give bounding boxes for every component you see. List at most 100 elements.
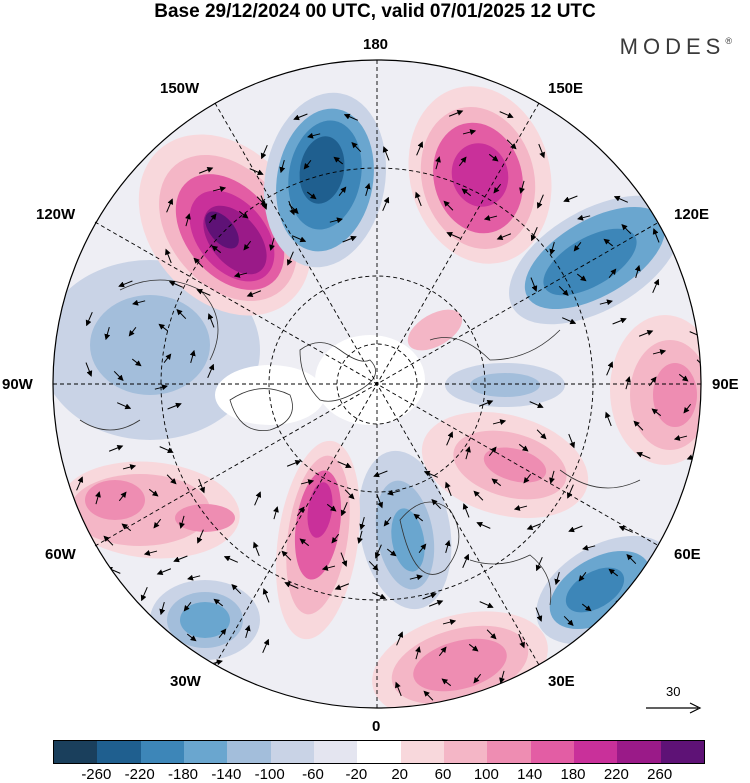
- wind-vector: [382, 146, 390, 161]
- wind-vector: [409, 574, 423, 581]
- wind-vector: [535, 556, 543, 572]
- wind-vector: [284, 581, 299, 589]
- wind-vector: [121, 523, 132, 532]
- wind-vector: [582, 544, 596, 551]
- wind-vector: [173, 555, 188, 563]
- colorbar-swatch: [617, 741, 661, 763]
- wind-vector: [222, 677, 237, 685]
- wind-vector: [357, 530, 363, 544]
- wind-vector: [648, 376, 657, 387]
- wind-vector: [299, 538, 310, 547]
- wind-vector: [223, 555, 239, 563]
- colorbar-tick-label: -260: [81, 766, 112, 783]
- wind-vector: [387, 489, 401, 496]
- wind-vector: [373, 470, 388, 478]
- wind-vector: [158, 323, 169, 332]
- colorbar-swatch: [270, 741, 314, 763]
- wind-vector: [329, 217, 343, 224]
- wind-vector: [176, 309, 187, 320]
- colorbar-swatch: [573, 741, 618, 763]
- wind-vector: [286, 460, 302, 467]
- wind-vector: [577, 214, 591, 221]
- wind-vector: [625, 376, 631, 390]
- wind-vector: [458, 156, 467, 167]
- wind-vector: [300, 479, 315, 485]
- wind-vector: [568, 433, 575, 449]
- colorbar-swatch: [54, 741, 98, 763]
- wind-vector: [526, 523, 542, 530]
- wind-vector: [140, 637, 148, 652]
- wind-vector: [423, 690, 434, 701]
- wind-vector: [652, 278, 660, 294]
- wind-vector: [334, 583, 350, 590]
- wind-vector: [396, 631, 404, 646]
- colorbar-swatch: [140, 741, 184, 763]
- graticule: [53, 60, 701, 708]
- wind-vector: [563, 195, 578, 203]
- wind-vector: [516, 684, 524, 699]
- wind-vector: [196, 288, 211, 296]
- wind-vector: [183, 601, 192, 612]
- wind-vector: [166, 198, 174, 213]
- colorbar-tick-label: 260: [647, 766, 673, 783]
- modes-logo: MODES®: [620, 34, 732, 60]
- wind-vector: [303, 159, 312, 170]
- colorbar-swatch: [443, 741, 488, 763]
- wind-vector: [168, 280, 184, 288]
- wind-vector: [113, 370, 124, 381]
- wind-vector: [382, 196, 390, 212]
- wind-vector: [633, 420, 644, 431]
- colorbar-swatch: [530, 741, 574, 763]
- wind-vector: [273, 506, 279, 520]
- wind-vector: [530, 226, 538, 242]
- wind-vector: [108, 445, 124, 452]
- wind-vector: [131, 358, 142, 367]
- colorbar-tick-label: -20: [345, 766, 368, 783]
- wind-vector: [728, 415, 734, 428]
- wind-vector: [76, 476, 84, 491]
- wind-vector: [246, 290, 262, 297]
- wind-vector: [128, 326, 137, 337]
- wind-vector: [438, 646, 447, 657]
- wind-vector: [351, 142, 362, 153]
- wind-vector: [479, 601, 494, 609]
- wind-vector: [529, 401, 544, 409]
- wind-vector: [608, 268, 617, 279]
- wind-vector: [207, 313, 215, 328]
- map-boundary: [52, 59, 702, 709]
- wind-vector: [549, 241, 556, 256]
- wind-vector: [306, 191, 317, 200]
- wind-vector: [293, 113, 308, 121]
- wind-vector: [213, 598, 224, 607]
- wind-vector: [486, 629, 497, 640]
- wind-vector: [711, 401, 714, 413]
- wind-vector: [288, 203, 299, 214]
- label-120e: 120E: [674, 206, 710, 223]
- wind-vector: [462, 129, 477, 135]
- wind-vector: [683, 403, 692, 414]
- wind-vector: [444, 539, 451, 554]
- wind-vector: [476, 521, 491, 529]
- wind-vector: [636, 451, 651, 459]
- label-60e: 60E: [674, 546, 701, 563]
- wind-vector: [473, 490, 484, 501]
- wind-vector: [331, 533, 340, 544]
- wind-vector: [167, 402, 182, 410]
- wind-vector: [85, 362, 93, 377]
- wind-vector: [652, 228, 660, 243]
- wind-vector: [338, 186, 347, 197]
- wind-vector: [198, 478, 205, 494]
- wind-vector: [371, 592, 387, 600]
- wind-vector: [244, 624, 251, 639]
- wind-vector: [499, 111, 514, 119]
- label-30w: 30W: [170, 673, 201, 690]
- wind-vector: [186, 633, 197, 642]
- wind-vector: [603, 238, 614, 247]
- wind-vector: [340, 501, 348, 517]
- wind-vector: [558, 285, 569, 296]
- wind-vector: [383, 516, 392, 527]
- vector-scale-arrow: [646, 702, 702, 714]
- wind-vector: [118, 280, 133, 288]
- wind-vector: [418, 543, 427, 554]
- colorbar-swatch: [357, 741, 401, 763]
